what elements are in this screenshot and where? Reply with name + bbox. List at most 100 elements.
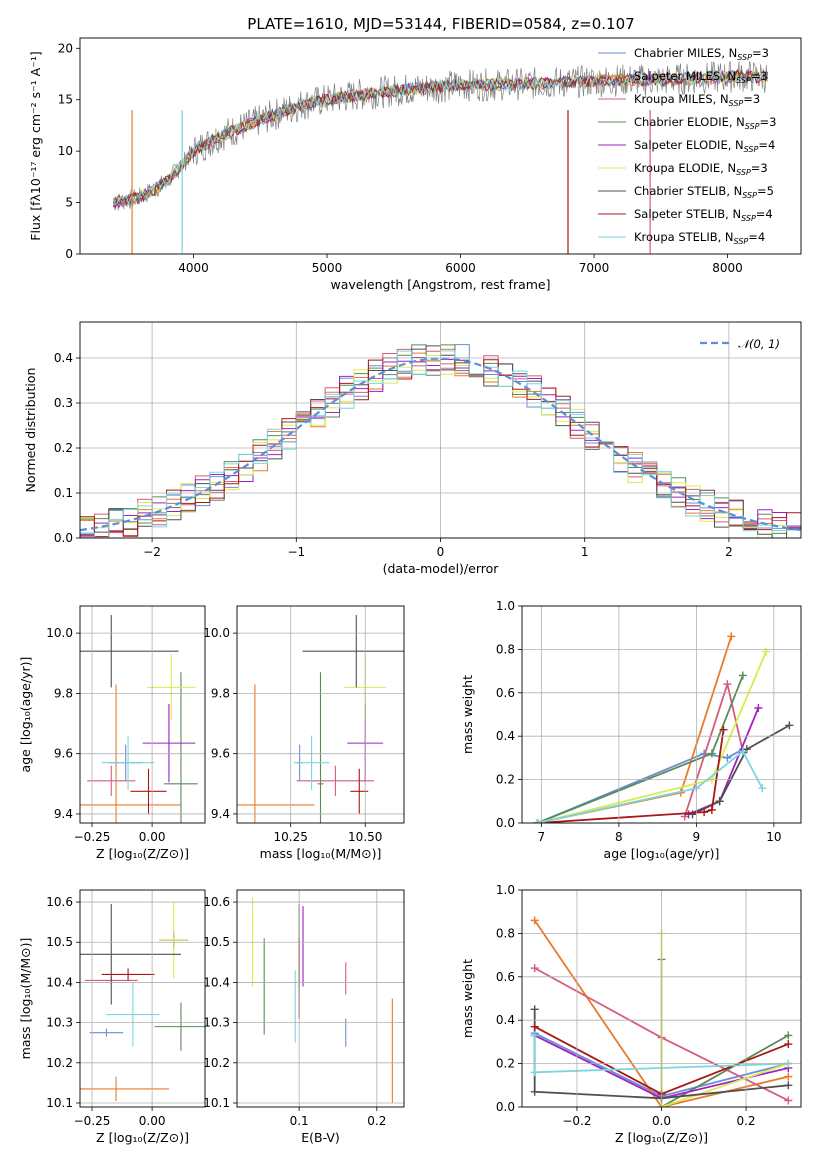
x-tick-label: 0.2 bbox=[736, 1114, 755, 1128]
y-axis-label: Normed distribution bbox=[23, 368, 38, 493]
weight-point-marker bbox=[785, 721, 794, 730]
legend-entry: Chabrier MILES, NSSP=3 bbox=[634, 46, 769, 62]
x-tick-label: 10.25 bbox=[273, 830, 307, 844]
y-tick-label: 10.0 bbox=[46, 626, 73, 640]
x-axis-label: age [log₁₀(age/yr)] bbox=[604, 846, 720, 861]
x-tick-label: 7 bbox=[538, 830, 546, 844]
x-tick-label: 4000 bbox=[178, 261, 209, 275]
y-tick-label: 0.8 bbox=[496, 926, 515, 940]
x-axis-label: Z [log₁₀(Z/Z⊙)] bbox=[96, 1130, 189, 1145]
weight-series-line bbox=[537, 636, 733, 823]
y-tick-label: 0.2 bbox=[54, 441, 73, 455]
y-tick-label: 10.2 bbox=[203, 1056, 230, 1070]
y-tick-label: 10.3 bbox=[46, 1016, 73, 1030]
legend-entry: Salpeter ELODIE, NSSP=4 bbox=[634, 138, 775, 154]
panel-mass_vs_Z: −0.25 0.00 10.1 10.2 10.3 10.4 10.5 10.6 Z [log₁… bbox=[18, 889, 206, 1145]
weight-point-marker bbox=[738, 747, 747, 756]
x-tick-label: −0.25 bbox=[74, 1114, 111, 1128]
plot-frame bbox=[79, 321, 802, 539]
panel-weight_vs_Z: −0.2 0.0 0.2 0.0 0.2 0.4 0.6 0.8 1.0 Z [log₁₀(Z/Z… bbox=[460, 883, 802, 1145]
x-tick-label: −2 bbox=[143, 545, 161, 559]
x-tick-label: 0.2 bbox=[367, 1114, 386, 1128]
plot-area bbox=[251, 898, 393, 1103]
panel-residuals: −2 −1 0 1 2 0.0 0.1 0.2 0.3 0.4 (data-model)/error… bbox=[23, 321, 802, 576]
x-tick-label: 6000 bbox=[445, 261, 476, 275]
weight-point-marker bbox=[754, 703, 763, 712]
y-axis-label: mass [log₁₀(M/M⊙)] bbox=[18, 938, 33, 1060]
y-tick-label: 0.1 bbox=[54, 486, 73, 500]
plot-area bbox=[533, 632, 794, 823]
legend-entry: Kroupa MILES, NSSP=3 bbox=[634, 92, 760, 108]
y-tick-label: 0.4 bbox=[54, 351, 73, 365]
y-tick-label: 9.6 bbox=[54, 747, 73, 761]
x-tick-label: 0.00 bbox=[139, 830, 166, 844]
legend-entry: Chabrier STELIB, NSSP=5 bbox=[634, 184, 774, 200]
figure-title: PLATE=1610, MJD=53144, FIBERID=0584, z=0… bbox=[247, 15, 634, 33]
y-tick-label: 0.0 bbox=[496, 816, 515, 830]
panel-age_vs_mass: 10.25 10.50 9.4 9.6 9.8 10.0 mass [log₁₀(M/M⊙)… bbox=[203, 605, 405, 861]
y-tick-label: 0.2 bbox=[496, 1057, 515, 1071]
y-tick-label: 10.4 bbox=[203, 975, 230, 989]
legend-entry: Kroupa ELODIE, NSSP=3 bbox=[634, 161, 768, 177]
x-tick-label: 0 bbox=[437, 545, 445, 559]
weight-point-marker bbox=[758, 784, 767, 793]
y-tick-label: 10.5 bbox=[203, 935, 230, 949]
panel-age_vs_Z: −0.25 0.00 9.4 9.6 9.8 10.0 Z [log₁₀(Z/Z⊙)] age… bbox=[18, 605, 206, 861]
x-axis-label: Z [log₁₀(Z/Z⊙)] bbox=[96, 846, 189, 861]
y-axis-label: age [log₁₀(age/yr)] bbox=[18, 657, 33, 773]
weight-point-marker bbox=[727, 632, 736, 641]
x-tick-label: 1 bbox=[581, 545, 589, 559]
x-tick-label: 7000 bbox=[579, 261, 610, 275]
y-tick-label: 10.4 bbox=[46, 975, 73, 989]
weight-point-marker bbox=[784, 1040, 793, 1049]
legend-entry: Kroupa STELIB, NSSP=4 bbox=[634, 230, 765, 246]
y-tick-label: 0.0 bbox=[54, 531, 73, 545]
y-tick-label: 0.0 bbox=[496, 1100, 515, 1114]
y-tick-label: 9.6 bbox=[211, 747, 230, 761]
plot-area bbox=[80, 902, 205, 1101]
y-tick-label: 10.1 bbox=[203, 1096, 230, 1110]
weight-point-marker bbox=[533, 819, 542, 823]
x-tick-label: −0.2 bbox=[562, 1114, 591, 1128]
y-tick-label: 10.1 bbox=[46, 1096, 73, 1110]
weight-point-marker bbox=[530, 916, 539, 925]
y-tick-label: 10 bbox=[58, 144, 73, 158]
y-tick-label: 0.8 bbox=[496, 642, 515, 656]
y-tick-label: 0.2 bbox=[496, 773, 515, 787]
y-tick-label: 0.3 bbox=[54, 396, 73, 410]
y-tick-label: 10.2 bbox=[46, 1056, 73, 1070]
x-tick-label: 2 bbox=[725, 545, 733, 559]
plot-frame bbox=[236, 605, 405, 824]
model-spectrum-line bbox=[112, 69, 769, 207]
y-axis-label: mass weight bbox=[460, 675, 475, 754]
y-tick-label: 10.0 bbox=[203, 626, 230, 640]
plot-frame bbox=[79, 605, 206, 824]
y-tick-label: 0.4 bbox=[496, 729, 515, 743]
y-tick-label: 10.5 bbox=[46, 935, 73, 949]
x-tick-label: 5000 bbox=[312, 261, 343, 275]
weight-point-marker bbox=[715, 797, 724, 806]
y-tick-label: 10.3 bbox=[203, 1016, 230, 1030]
x-tick-label: 9 bbox=[693, 830, 701, 844]
x-tick-label: 0.1 bbox=[290, 1114, 309, 1128]
weight-point-marker bbox=[719, 725, 728, 734]
weight-point-marker bbox=[784, 1096, 793, 1105]
weight-point-marker bbox=[530, 1068, 539, 1077]
model-spectrum-line bbox=[113, 69, 769, 208]
y-tick-label: 9.8 bbox=[54, 686, 73, 700]
legend-entry: Salpeter MILES, NSSP=3 bbox=[634, 69, 768, 85]
x-axis-label: Z [log₁₀(Z/Z⊙)] bbox=[615, 1130, 708, 1145]
panel-spectrum: 4000 5000 6000 7000 8000 0 5 10 15 20 wavelength [… bbox=[28, 37, 802, 292]
weight-point-marker bbox=[530, 1005, 539, 1014]
x-axis-label: wavelength [Angstrom, rest frame] bbox=[330, 277, 550, 292]
panel-mass_vs_ebv: 0.1 0.2 10.1 10.2 10.3 10.4 10.5 10.6 E(B-V) bbox=[203, 889, 405, 1145]
x-tick-label: −0.25 bbox=[74, 830, 111, 844]
x-tick-label: 8 bbox=[615, 830, 623, 844]
panel-weight_vs_age: 7 8 9 10 0.0 0.2 0.4 0.6 0.8 1.0 age [log₁₀(age/yr… bbox=[460, 599, 802, 861]
weight-point-marker bbox=[723, 753, 732, 762]
y-tick-label: 10.6 bbox=[46, 895, 73, 909]
y-tick-label: 15 bbox=[58, 93, 73, 107]
weight-series-line bbox=[692, 724, 790, 816]
y-tick-label: 9.4 bbox=[211, 807, 230, 821]
